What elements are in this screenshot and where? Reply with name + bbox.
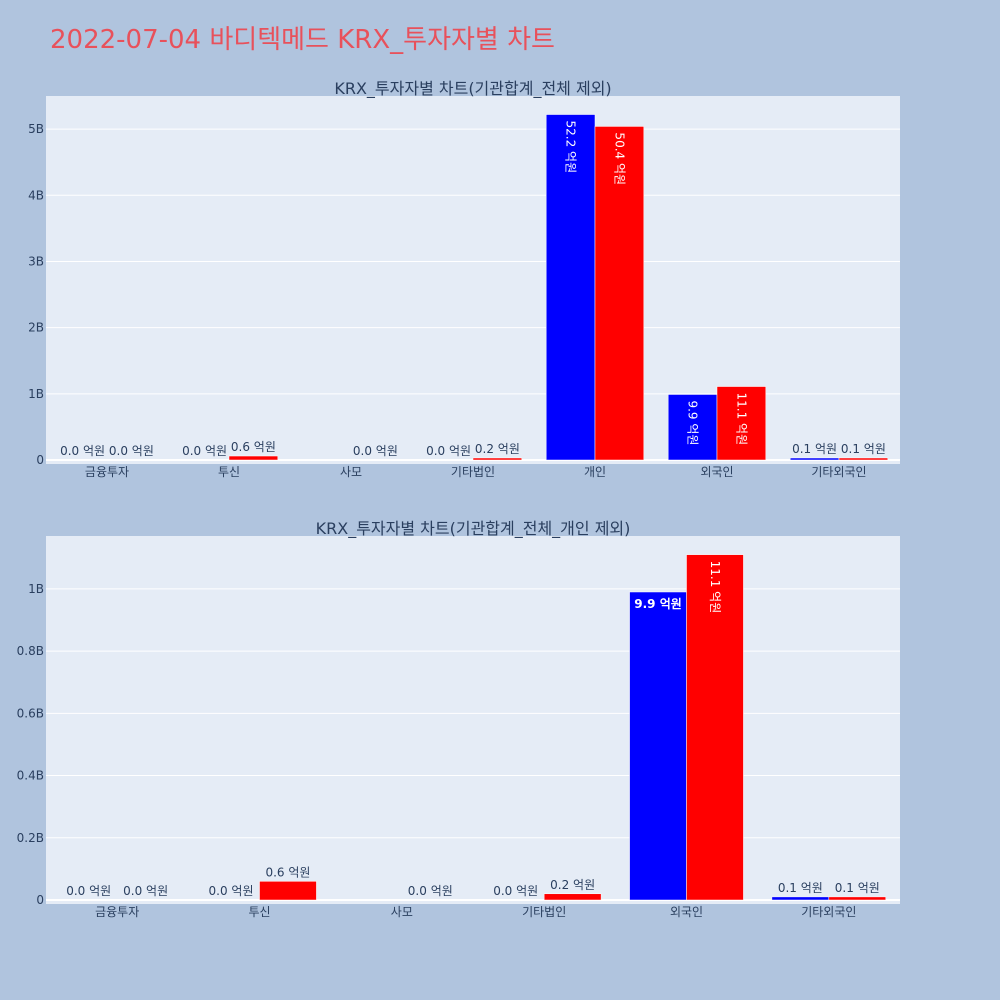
- bar-value-label: 0.0 억원: [109, 444, 154, 458]
- x-tick-label: 기타법인: [522, 905, 566, 919]
- bar-sell: [667, 394, 718, 461]
- bar-value-label: 0.0 억원: [353, 444, 398, 458]
- y-tick-label: 0.2B: [17, 831, 44, 845]
- y-tick-label: 2B: [28, 321, 44, 335]
- plot-area: [46, 536, 900, 904]
- bar-buy: [594, 126, 645, 461]
- x-tick-label: 외국인: [670, 905, 703, 919]
- x-tick-label: 사모: [391, 905, 413, 919]
- bar-value-label: 0.0 억원: [66, 884, 111, 898]
- bar-value-label: 0.2 억원: [550, 878, 595, 892]
- bar-value-label: 0.0 억원: [426, 444, 471, 458]
- x-tick-label: 기타법인: [451, 465, 495, 479]
- x-tick-label: 기타외국인: [801, 905, 856, 919]
- bar-sell: [789, 457, 840, 461]
- bar-value-label: 0.1 억원: [835, 881, 880, 895]
- bar-sell: [771, 896, 830, 901]
- bar-value-label: 0.6 억원: [231, 440, 276, 454]
- bar-sell: [545, 114, 596, 461]
- bar-value-label: 0.0 억원: [123, 884, 168, 898]
- y-tick-label: 3B: [28, 254, 44, 268]
- plot-area: [46, 96, 900, 464]
- x-tick-label: 금융투자: [95, 905, 139, 919]
- y-tick-label: 0: [36, 453, 44, 467]
- x-tick-label: 금융투자: [85, 465, 129, 479]
- bar-buy: [716, 386, 767, 461]
- bar-value-label: 11.1 억원: [708, 561, 722, 614]
- x-tick-label: 개인: [584, 465, 606, 479]
- bar-value-label: 50.4 억원: [612, 132, 626, 185]
- y-tick-label: 1B: [28, 387, 44, 401]
- x-tick-label: 투신: [248, 905, 270, 919]
- chart-title: KRX_투자자별 차트(기관합계_전체_개인 제외): [316, 519, 631, 539]
- bar-buy: [543, 893, 602, 901]
- bar-value-label: 11.1 억원: [734, 393, 748, 446]
- bar-value-label: 0.1 억원: [778, 881, 823, 895]
- y-tick-label: 4B: [28, 188, 44, 202]
- bar-value-label: 0.2 억원: [475, 442, 520, 456]
- bar-value-label: 0.0 억원: [209, 884, 254, 898]
- bar-buy: [472, 457, 523, 461]
- investor-chart-excl-individual: 0 0.2B 0.4B 0.6B 0.8B 1B KRX_투자자별 차트(기관합계_전체_개…: [17, 519, 900, 919]
- y-tick-label: 0.6B: [17, 706, 44, 720]
- bar-value-label: 0.6 억원: [265, 865, 310, 879]
- bar-sell: [629, 591, 687, 901]
- chart-title: KRX_투자자별 차트(기관합계_전체 제외): [334, 79, 611, 99]
- x-tick-label: 외국인: [700, 465, 733, 479]
- y-tick-label: 0.4B: [17, 769, 44, 783]
- bar-buy: [828, 896, 887, 901]
- bar-value-label: 0.1 억원: [792, 442, 837, 456]
- bar-value-label: 0.1 억원: [841, 442, 886, 456]
- y-tick-label: 0: [36, 893, 44, 907]
- bar-buy: [228, 455, 279, 461]
- x-tick-label: 사모: [340, 465, 362, 479]
- bar-value-label: 0.0 억원: [60, 444, 105, 458]
- page-title: 2022-07-04 바디텍메드 KRX_투자자별 차트: [50, 25, 555, 55]
- x-tick-label: 기타외국인: [811, 465, 866, 479]
- bar-buy: [686, 554, 744, 901]
- y-tick-label: 5B: [28, 122, 44, 136]
- bar-value-label: 0.0 억원: [408, 884, 453, 898]
- bar-value-label: 0.0 억원: [182, 444, 227, 458]
- investor-chart-total: 0 1B 2B 3B 4B 5B KRX_투자자별 차트(기관합계_전체 제외) 금융투자 0.…: [28, 79, 900, 479]
- bar-buy: [838, 457, 889, 461]
- y-tick-label: 0.8B: [17, 644, 44, 658]
- x-tick-label: 투신: [218, 465, 240, 479]
- bar-buy: [259, 881, 317, 901]
- bar-value-label: 0.0 억원: [493, 884, 538, 898]
- bar-value-label: 52.2 억원: [564, 121, 578, 174]
- bar-value-label: 9.9 억원: [634, 597, 682, 611]
- y-tick-label: 1B: [28, 582, 44, 596]
- bar-value-label: 9.9 억원: [686, 400, 700, 445]
